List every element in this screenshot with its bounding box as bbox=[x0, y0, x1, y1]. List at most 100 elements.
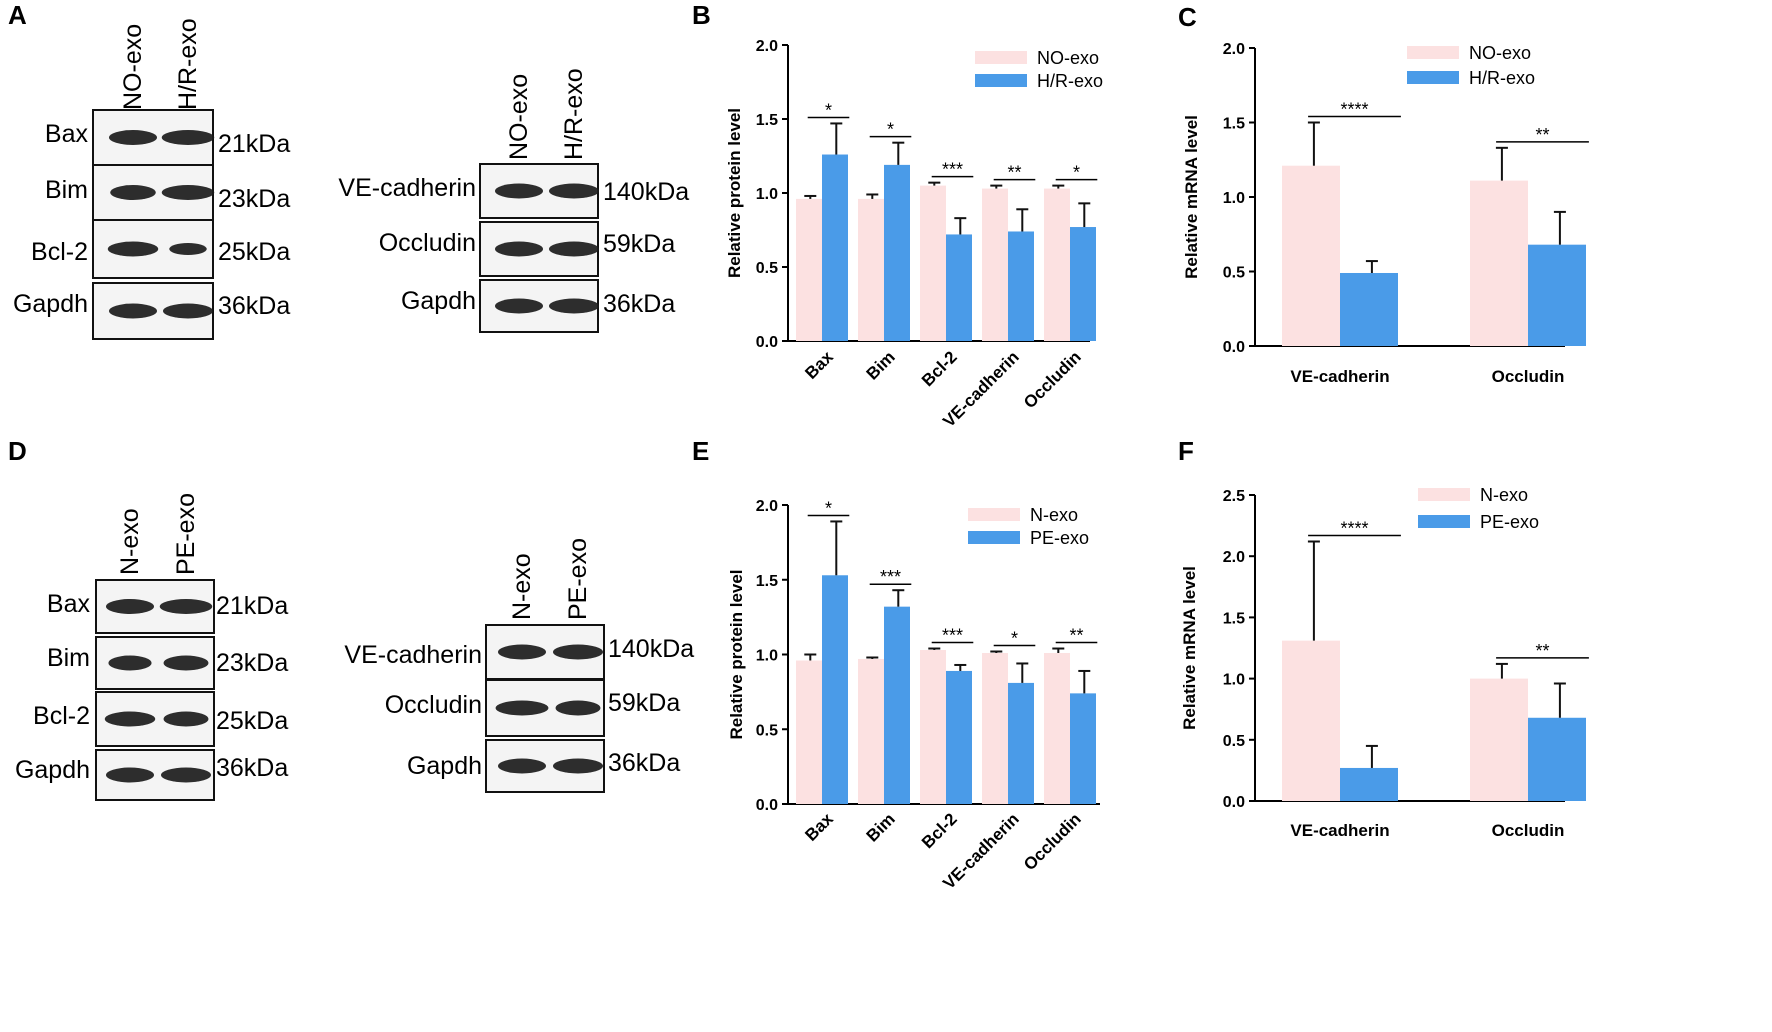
legend-label: N-exo bbox=[1030, 505, 1078, 525]
lane-label-treatment: PE-exo bbox=[172, 493, 200, 575]
significance-label: * bbox=[1073, 163, 1080, 183]
category-group: ** Occludin bbox=[1470, 125, 1589, 386]
molecular-weight-label: 25kDa bbox=[216, 707, 288, 735]
blot-row-bax: Bax 21kDa bbox=[45, 109, 290, 166]
bar-treatment bbox=[822, 575, 848, 804]
y-axis-label: Relative mRNA level bbox=[1182, 115, 1201, 279]
significance-label: * bbox=[887, 120, 894, 140]
protein-band bbox=[108, 655, 152, 671]
bar-control bbox=[920, 185, 946, 341]
blot-d-junction: N-exo PE-exo VE-cadherin 140kDa Occludin 59kD… bbox=[344, 538, 694, 793]
blot-row-bax: Bax 21kDa bbox=[47, 579, 288, 634]
protein-label: Bim bbox=[47, 644, 90, 672]
protein-band bbox=[163, 655, 209, 671]
significance-label: * bbox=[1011, 629, 1018, 649]
category-label: Bax bbox=[801, 809, 837, 845]
blot-row-gapdh: Gapdh 36kDa bbox=[15, 749, 288, 801]
molecular-weight-label: 140kDa bbox=[603, 178, 689, 206]
protein-band bbox=[555, 700, 601, 716]
protein-band bbox=[495, 183, 543, 199]
protein-label: VE-cadherin bbox=[338, 174, 476, 202]
blot-row-gapdh: Gapdh 36kDa bbox=[407, 739, 680, 793]
molecular-weight-label: 23kDa bbox=[218, 185, 290, 213]
protein-label: Bax bbox=[47, 590, 91, 618]
lane-label-control: N-exo bbox=[116, 508, 144, 575]
lane-label-control: NO-exo bbox=[119, 24, 147, 110]
protein-band bbox=[549, 298, 599, 314]
chart-panel-b: 0.0 0.5 1.0 1.5 2.0 Relative protein level * Ba… bbox=[725, 38, 1103, 431]
category-group: *** Bcl-2 bbox=[918, 626, 974, 852]
category-group: *** Bcl-2 bbox=[918, 160, 974, 390]
y-tick-label: 1.0 bbox=[1223, 190, 1245, 207]
y-tick-label: 1.5 bbox=[756, 573, 778, 590]
y-axis-label: Relative protein level bbox=[725, 108, 744, 278]
significance-label: ** bbox=[1069, 626, 1083, 646]
blot-row-gapdh: Gapdh 36kDa bbox=[13, 282, 290, 340]
legend-item-treatment: PE-exo bbox=[968, 528, 1089, 548]
y-tick-label: 0.5 bbox=[1223, 265, 1245, 282]
legend-label: NO-exo bbox=[1037, 48, 1099, 68]
bar-control bbox=[796, 198, 822, 341]
significance-label: ** bbox=[1535, 125, 1549, 145]
category-label: Bim bbox=[863, 809, 899, 845]
molecular-weight-label: 36kDa bbox=[603, 290, 675, 318]
legend-item-treatment: PE-exo bbox=[1418, 512, 1539, 532]
y-tick-label: 1.0 bbox=[1223, 672, 1245, 689]
y-tick-label: 0.0 bbox=[756, 334, 778, 351]
panel-letter-f: F bbox=[1178, 436, 1194, 466]
y-tick-label: 0.5 bbox=[1223, 733, 1245, 750]
y-tick-label: 0.0 bbox=[1223, 339, 1245, 356]
bar-treatment bbox=[1008, 682, 1034, 804]
lane-label-control: NO-exo bbox=[505, 74, 533, 160]
y-tick-label: 2.0 bbox=[756, 38, 778, 55]
lane-label-treatment: PE-exo bbox=[564, 538, 592, 620]
bar-treatment bbox=[884, 164, 910, 341]
protein-band bbox=[495, 241, 543, 257]
protein-band bbox=[110, 185, 156, 200]
blot-row-bim: Bim 23kDa bbox=[45, 164, 290, 221]
legend-item-control: N-exo bbox=[968, 505, 1078, 525]
y-tick-label: 2.0 bbox=[1223, 41, 1245, 58]
bar-control bbox=[982, 188, 1008, 341]
category-group: ** Occludin bbox=[1470, 641, 1589, 840]
molecular-weight-label: 21kDa bbox=[218, 130, 290, 158]
category-label: VE-cadherin bbox=[1290, 367, 1389, 386]
legend-label: PE-exo bbox=[1030, 528, 1089, 548]
blot-a-apoptosis: NO-exo H/R-exo Bax 21kDa Bim 23kDa Bcl-2 25kDa G… bbox=[13, 18, 290, 340]
bar-control bbox=[920, 650, 946, 804]
bar-control bbox=[796, 660, 822, 804]
bar-treatment bbox=[1528, 717, 1586, 801]
legend-item-control: NO-exo bbox=[975, 48, 1099, 68]
legend-label: H/R-exo bbox=[1469, 68, 1535, 88]
lane-label-control: N-exo bbox=[508, 553, 536, 620]
legend-swatch bbox=[1418, 515, 1470, 528]
protein-band bbox=[549, 183, 599, 199]
y-tick-label: 2.0 bbox=[1223, 549, 1245, 566]
legend-item-treatment: H/R-exo bbox=[1407, 68, 1535, 88]
protein-label: Occludin bbox=[379, 229, 476, 257]
chart-panel-c: 0.0 0.5 1.0 1.5 2.0 Relative mRNA level **** VE… bbox=[1182, 41, 1589, 386]
bar-control bbox=[1044, 653, 1070, 804]
y-tick-label: 1.0 bbox=[756, 186, 778, 203]
blot-d-apoptosis: N-exo PE-exo Bax 21kDa Bim 23kDa Bcl-2 25kDa Gap… bbox=[15, 493, 288, 801]
legend-swatch bbox=[975, 51, 1027, 64]
protein-label: Gapdh bbox=[407, 752, 482, 780]
y-tick-label: 0.0 bbox=[756, 797, 778, 814]
panel-letter-a: A bbox=[8, 0, 27, 30]
significance-label: ** bbox=[1535, 641, 1549, 661]
protein-label: VE-cadherin bbox=[344, 641, 482, 669]
protein-band bbox=[104, 711, 156, 727]
legend-swatch bbox=[975, 74, 1027, 87]
y-tick-label: 1.5 bbox=[1223, 116, 1245, 133]
bar-treatment bbox=[1070, 693, 1096, 804]
blot-row-occludin: Occludin 59kDa bbox=[385, 679, 680, 737]
molecular-weight-label: 25kDa bbox=[218, 238, 290, 266]
bar-control bbox=[1044, 188, 1070, 341]
protein-band bbox=[163, 303, 213, 319]
protein-band bbox=[495, 298, 543, 314]
protein-band bbox=[163, 711, 209, 727]
protein-band bbox=[549, 241, 599, 257]
legend-label: PE-exo bbox=[1480, 512, 1539, 532]
